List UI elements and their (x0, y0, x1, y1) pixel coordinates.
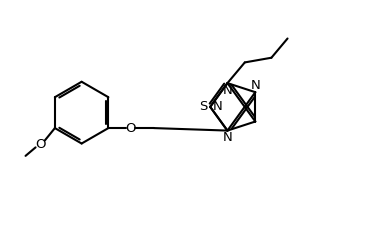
Text: N: N (212, 100, 222, 113)
Text: N: N (222, 131, 232, 144)
Text: S: S (199, 100, 208, 113)
Text: N: N (251, 79, 260, 92)
Text: O: O (35, 138, 45, 151)
Text: N: N (222, 84, 232, 96)
Text: O: O (126, 122, 136, 135)
